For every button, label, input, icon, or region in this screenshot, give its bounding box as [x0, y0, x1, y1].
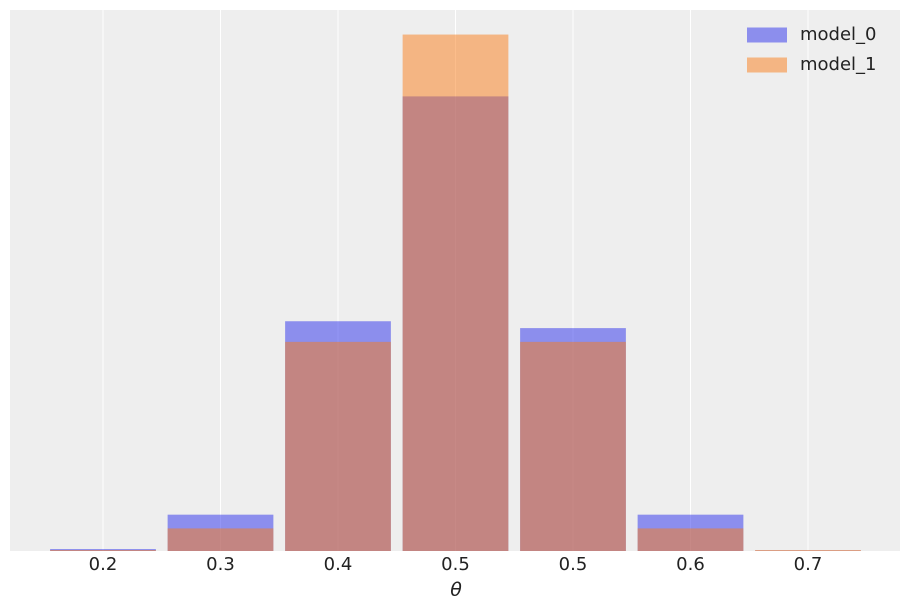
legend-swatch: [747, 27, 787, 43]
bar: [167, 528, 274, 551]
x-tick-label: 0.3: [206, 554, 235, 575]
x-tick-label: 0.4: [324, 554, 353, 575]
bar: [755, 550, 861, 551]
bar: [285, 341, 391, 551]
bar: [520, 341, 626, 551]
legend-swatch: [747, 57, 787, 73]
x-tick-label: 0.7: [794, 554, 823, 575]
bar: [637, 528, 744, 551]
x-tick-label: 0.6: [676, 554, 705, 575]
x-tick-label: 0.2: [89, 554, 118, 575]
legend-label: model_0: [800, 24, 877, 45]
x-tick-label: 0.5: [441, 554, 470, 575]
x-axis-label: θ: [450, 579, 462, 601]
bar: [50, 550, 156, 551]
bar: [402, 34, 509, 552]
legend-label: model_1: [800, 54, 877, 75]
x-tick-label: 0.5: [559, 554, 588, 575]
